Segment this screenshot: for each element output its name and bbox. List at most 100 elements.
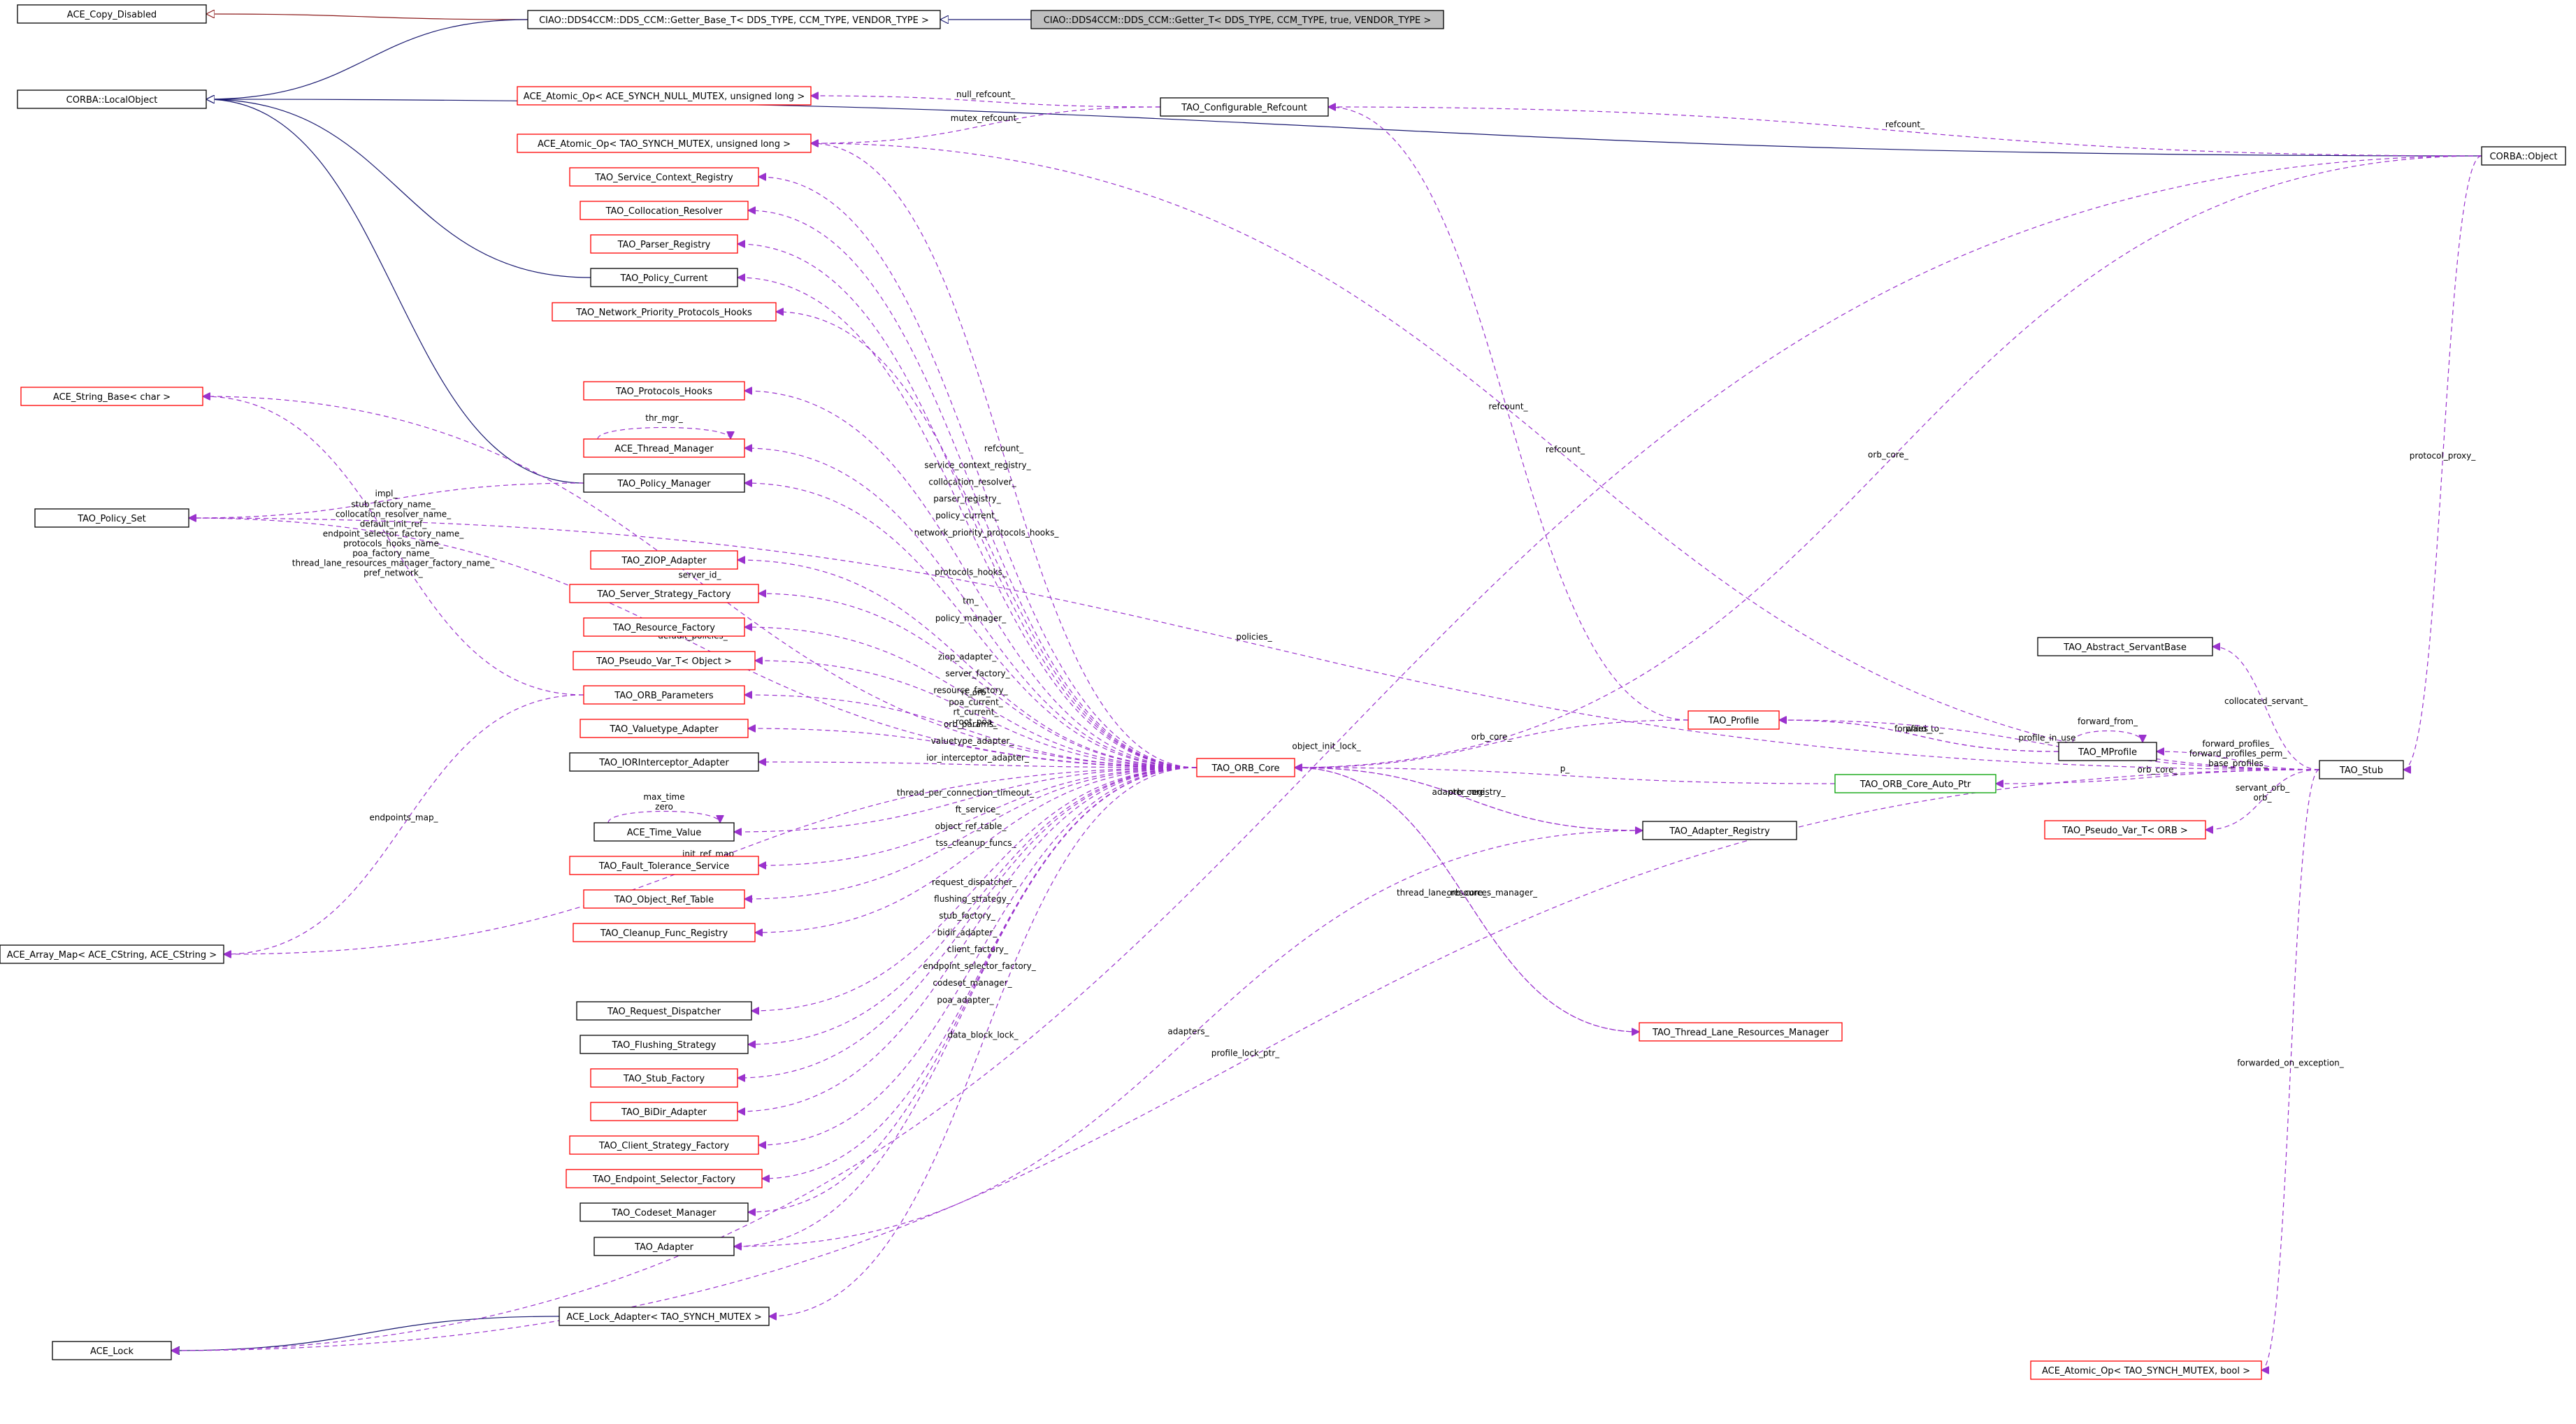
- edge-orb-core-to-atomic-tao: refcount_: [811, 143, 1197, 768]
- class-node-server-strategy[interactable]: TAO_Server_Strategy_Factory: [569, 584, 759, 603]
- class-name: TAO_Codeset_Manager: [612, 1208, 717, 1218]
- class-node-parser-registry[interactable]: TAO_Parser_Registry: [590, 234, 738, 254]
- class-node-corba-object[interactable]: CORBA::Object: [2481, 146, 2566, 166]
- class-box: [0, 944, 224, 964]
- class-name: TAO_Cleanup_Func_Registry: [600, 928, 728, 939]
- class-node-array-map[interactable]: ACE_Array_Map< ACE_CString, ACE_CString …: [0, 944, 224, 964]
- class-box: [573, 923, 756, 942]
- class-node-pseudo-var-orb[interactable]: TAO_Pseudo_Var_T< ORB >: [2044, 820, 2206, 840]
- class-node-ziop-adapter[interactable]: TAO_ZIOP_Adapter: [590, 550, 738, 570]
- class-node-policy-current[interactable]: TAO_Policy_Current: [590, 268, 738, 287]
- class-node-getter-base[interactable]: CIAO::DDS4CCM::DDS_CCM::Getter_Base_T< D…: [527, 10, 941, 29]
- class-node-ace-lock[interactable]: ACE_Lock: [52, 1341, 172, 1360]
- class-node-network-priority[interactable]: TAO_Network_Priority_Protocols_Hooks: [552, 302, 777, 322]
- class-node-thread-manager[interactable]: ACE_Thread_Manager: [583, 438, 745, 458]
- edge-line: [755, 767, 1197, 933]
- edge-line: [2206, 769, 2320, 830]
- class-node-request-dispatcher[interactable]: TAO_Request_Dispatcher: [576, 1001, 752, 1021]
- class-node-orb-core[interactable]: TAO_ORB_Core: [1196, 758, 1295, 777]
- class-node-protocols-hooks[interactable]: TAO_Protocols_Hooks: [583, 381, 745, 401]
- class-name: TAO_BiDir_Adapter: [621, 1107, 707, 1118]
- class-box: [1160, 97, 1329, 117]
- class-node-configurable-refcount[interactable]: TAO_Configurable_Refcount: [1160, 97, 1329, 117]
- edge-label: collocation_resolver_: [928, 477, 1016, 487]
- edge-line: [737, 278, 1197, 768]
- edge-line: [748, 767, 1197, 1212]
- class-node-iorinterceptor-adapter[interactable]: TAO_IORInterceptor_Adapter: [569, 752, 759, 772]
- class-node-collocation-resolver[interactable]: TAO_Collocation_Resolver: [580, 201, 749, 220]
- class-box: [20, 387, 203, 406]
- edge-label: client_factory_: [947, 944, 1009, 954]
- class-node-tao-adapter[interactable]: TAO_Adapter: [593, 1237, 735, 1256]
- class-box: [17, 4, 207, 24]
- class-node-codeset-manager[interactable]: TAO_Codeset_Manager: [580, 1202, 749, 1222]
- edge-label: resource_factory_: [933, 686, 1008, 696]
- class-node-thread-lane[interactable]: TAO_Thread_Lane_Resources_Manager: [1639, 1022, 1843, 1042]
- class-node-adapter-registry[interactable]: TAO_Adapter_Registry: [1642, 821, 1797, 840]
- class-node-getter-t[interactable]: CIAO::DDS4CCM::DDS_CCM::Getter_T< DDS_TY…: [1030, 10, 1444, 29]
- edge-label: ior_interceptor_adapter_: [926, 753, 1030, 763]
- class-name: TAO_Thread_Lane_Resources_Manager: [1652, 1028, 1829, 1038]
- class-box: [566, 1169, 763, 1188]
- edge-adapter-registry-to-tao-adapter: adapters_: [734, 830, 1643, 1246]
- edge-label: forward_profiles_ forward_profiles_perm_ b…: [2189, 739, 2288, 768]
- class-node-atomic-tao[interactable]: ACE_Atomic_Op< TAO_SYNCH_MUTEX, unsigned…: [517, 134, 812, 153]
- class-node-atomic-bool[interactable]: ACE_Atomic_Op< TAO_SYNCH_MUTEX, bool >: [2030, 1360, 2262, 1380]
- edge-policy-manager-to-local-object: [206, 99, 584, 484]
- class-node-tao-stub[interactable]: TAO_Stub: [2319, 760, 2404, 779]
- edge-line: [2212, 647, 2320, 770]
- class-node-object-ref-table[interactable]: TAO_Object_Ref_Table: [583, 889, 745, 909]
- edge-label: ziop_adapter_: [938, 652, 998, 662]
- class-name: TAO_Server_Strategy_Factory: [596, 589, 731, 600]
- edge-line: [748, 210, 1197, 768]
- class-box: [1642, 821, 1797, 840]
- class-node-orb-core-auto-ptr[interactable]: TAO_ORB_Core_Auto_Ptr: [1834, 774, 1996, 793]
- class-node-time-value[interactable]: ACE_Time_Value: [593, 822, 735, 842]
- class-node-client-strategy[interactable]: TAO_Client_Strategy_Factory: [569, 1135, 759, 1155]
- class-box: [583, 438, 745, 458]
- class-node-policy-set[interactable]: TAO_Policy_Set: [34, 508, 189, 528]
- class-box: [569, 584, 759, 603]
- class-node-service-context[interactable]: TAO_Service_Context_Registry: [569, 167, 759, 187]
- class-name: TAO_Pseudo_Var_T< Object >: [596, 656, 732, 667]
- edges-layer: null_refcount_ mutex_refcount_ refcount_or…: [171, 14, 2482, 1370]
- edge-line: [744, 627, 1197, 768]
- class-node-valuetype-adapter[interactable]: TAO_Valuetype_Adapter: [580, 719, 749, 738]
- class-node-fault-tolerance[interactable]: TAO_Fault_Tolerance_Service: [569, 856, 759, 875]
- edge-orb-core-to-tao-adapter: poa_adapter_: [734, 767, 1197, 1246]
- class-node-abstract-servant[interactable]: TAO_Abstract_ServantBase: [2037, 637, 2213, 656]
- class-node-endpoint-selector[interactable]: TAO_Endpoint_Selector_Factory: [566, 1169, 763, 1188]
- edge-label: refcount_: [1546, 445, 1585, 454]
- edge-getter-base-to-local-object: [206, 19, 528, 99]
- class-name: TAO_IORInterceptor_Adapter: [598, 758, 729, 768]
- class-node-atomic-null[interactable]: ACE_Atomic_Op< ACE_SYNCH_NULL_MUTEX, uns…: [517, 86, 812, 106]
- edge-line: [203, 396, 584, 696]
- class-node-pseudo-var-object[interactable]: TAO_Pseudo_Var_T< Object >: [573, 651, 756, 670]
- class-box: [52, 1341, 172, 1360]
- class-node-policy-manager[interactable]: TAO_Policy_Manager: [583, 473, 745, 493]
- edge-label: adapters_: [1167, 1027, 1209, 1037]
- class-box: [590, 550, 738, 570]
- class-node-tao-profile[interactable]: TAO_Profile: [1688, 710, 1780, 730]
- edge-tao-profile-to-configurable-refcount: refcount_: [1328, 107, 1689, 721]
- class-node-resource-factory[interactable]: TAO_Resource_Factory: [583, 617, 745, 637]
- edge-label: rt_orb_ poa_current_ rt_current_ root_poa_: [949, 688, 1004, 727]
- edge-label: forwarded_on_exception_: [2237, 1058, 2345, 1068]
- edge-label: flushing_strategy_: [934, 894, 1012, 904]
- class-node-local-object[interactable]: CORBA::LocalObject: [17, 89, 207, 109]
- edge-orb-core-to-flushing-strategy: flushing_strategy_: [748, 767, 1197, 1044]
- class-node-lock-adapter[interactable]: ACE_Lock_Adapter< TAO_SYNCH_MUTEX >: [559, 1307, 770, 1326]
- class-box: [593, 1237, 735, 1256]
- class-node-flushing-strategy[interactable]: TAO_Flushing_Strategy: [580, 1035, 749, 1054]
- edge-label: object_ref_table_: [935, 821, 1007, 831]
- class-node-orb-parameters[interactable]: TAO_ORB_Parameters: [583, 685, 745, 705]
- class-node-stub-factory[interactable]: TAO_Stub_Factory: [590, 1068, 738, 1088]
- edge-label: service_context_registry_: [924, 461, 1031, 470]
- class-node-tao-mprofile[interactable]: TAO_MProfile: [2058, 742, 2157, 761]
- class-name: TAO_Parser_Registry: [617, 240, 711, 250]
- edge-orb-core-to-orb-parameters: orb_params_: [744, 695, 1197, 768]
- class-node-bidir-adapter[interactable]: TAO_BiDir_Adapter: [590, 1102, 738, 1121]
- class-node-string-base[interactable]: ACE_String_Base< char >: [20, 387, 203, 406]
- class-node-copy-disabled[interactable]: ACE_Copy_Disabled: [17, 4, 207, 24]
- class-node-cleanup-func[interactable]: TAO_Cleanup_Func_Registry: [573, 923, 756, 942]
